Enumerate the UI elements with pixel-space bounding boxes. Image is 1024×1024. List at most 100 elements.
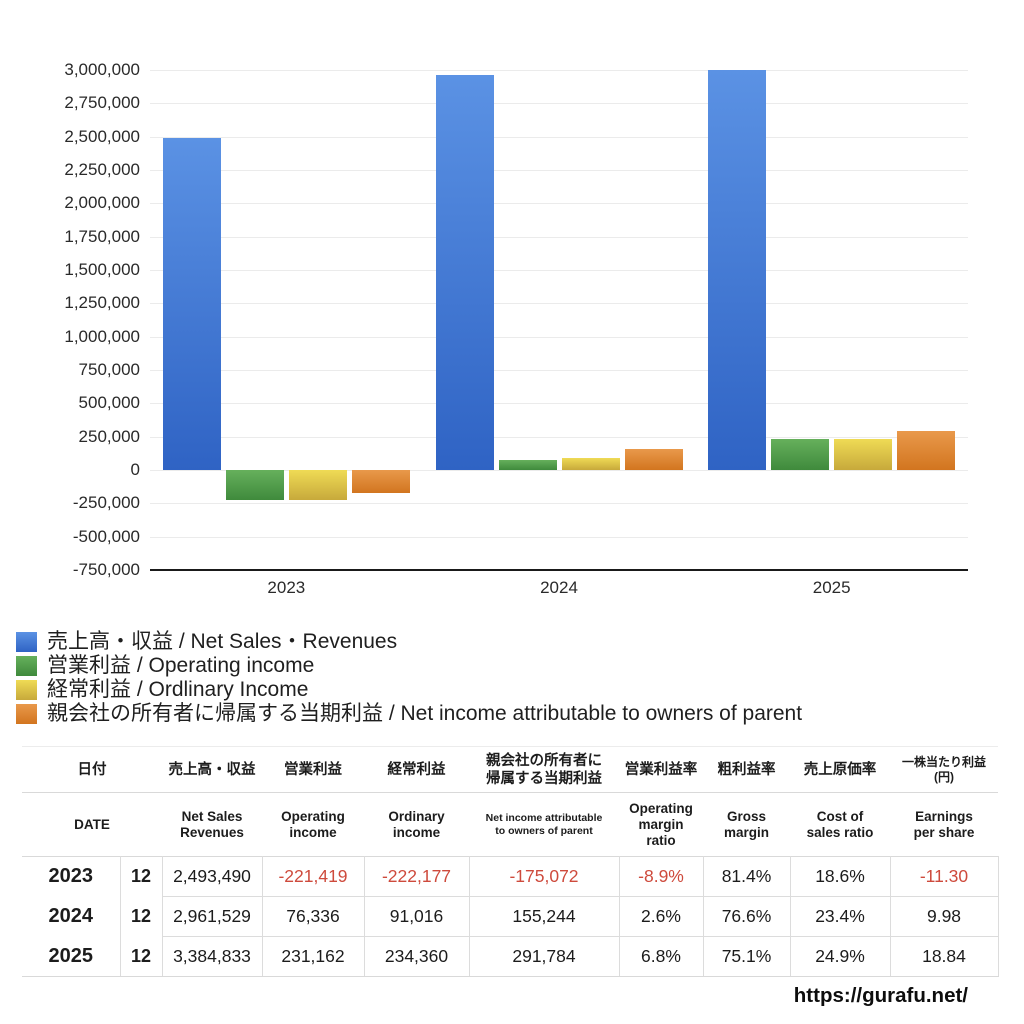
legend-item-ordinary-income: 経常利益 / Ordlinary Income bbox=[16, 678, 802, 702]
y-tick-label: 1,000,000 bbox=[64, 326, 140, 346]
y-tick-label: 2,250,000 bbox=[64, 160, 140, 179]
value-cell-0: 2,493,490 bbox=[161, 856, 262, 897]
table-header-row-en: DATE Net Sales Revenues Operating income Or… bbox=[22, 793, 998, 857]
y-tick-label: -250,000 bbox=[72, 493, 140, 513]
value-cell-3: -175,072 bbox=[468, 856, 619, 897]
value-cell-5: 76.6% bbox=[702, 896, 790, 937]
gridline bbox=[150, 103, 968, 105]
gridline bbox=[150, 370, 968, 371]
y-tick-label: 1,250,000 bbox=[64, 293, 140, 313]
y-tick-label: 750,000 bbox=[78, 360, 140, 379]
table-row-2025: 2025 12 3,384,833 231,162 234,360 291,784 6.8%… bbox=[22, 936, 999, 977]
month-cell: 12 bbox=[119, 896, 162, 937]
value-cell-6: 18.6% bbox=[789, 856, 890, 897]
value-cell-5: 81.4% bbox=[702, 856, 790, 897]
table-header-jp-7: 売上原価率 bbox=[803, 761, 877, 778]
value-cell-1: -221,419 bbox=[261, 856, 364, 897]
y-tick-label: -750,000 bbox=[72, 560, 140, 579]
site-url: https://gurafu.net/ bbox=[793, 984, 968, 1007]
bar-chart: 3,000,000 2,750,000 2,500,000 2,250,000 2,00… bbox=[64, 60, 968, 597]
legend-item-operating-income: 営業利益 / Operating income bbox=[16, 654, 802, 678]
bar-ordinary-income-2023 bbox=[288, 470, 347, 500]
legend-swatch-net-sales-revenues bbox=[16, 632, 37, 652]
value-cell-0: 2,961,529 bbox=[161, 896, 262, 937]
bar-ordinary-income-2024 bbox=[561, 457, 620, 470]
table-header-jp-3: 経常利益 bbox=[387, 761, 446, 778]
legend-label: 売上高・収益 / Net Sales・Revenues bbox=[47, 630, 398, 653]
y-tick-label: 250,000 bbox=[78, 426, 140, 446]
value-cell-1: 231,162 bbox=[261, 936, 364, 977]
y-tick-label: -500,000 bbox=[72, 526, 140, 546]
table-header-en-3: Ordinary income bbox=[388, 808, 445, 840]
table-header-jp-5: 営業利益率 bbox=[624, 761, 698, 778]
legend-label: 営業利益 / Operating income bbox=[47, 654, 315, 677]
value-cell-2: 234,360 bbox=[363, 936, 469, 977]
gridline bbox=[150, 403, 968, 405]
table-header-jp-4: 親会社の所有者に 帰属する当期利益 bbox=[486, 752, 602, 787]
y-tick-label: 0 bbox=[130, 460, 140, 479]
bar-net-income-parent-2023 bbox=[351, 470, 410, 494]
table-header-en-6: Gross margin bbox=[723, 808, 769, 840]
table-header-jp-8: 一株当たり利益 (円) bbox=[901, 754, 986, 784]
gridline bbox=[150, 170, 968, 171]
bar-operating-income-2023 bbox=[225, 470, 284, 500]
year-cell: 2025 bbox=[22, 936, 120, 977]
value-cell-4: 2.6% bbox=[618, 896, 703, 937]
value-cell-1: 76,336 bbox=[261, 896, 364, 937]
month-cell: 12 bbox=[119, 856, 162, 897]
bar-net-income-parent-2025 bbox=[897, 431, 956, 470]
gridline bbox=[150, 70, 968, 71]
x-tick-label-2025: 2025 bbox=[812, 578, 851, 597]
value-cell-5: 75.1% bbox=[702, 936, 790, 977]
value-cell-6: 23.4% bbox=[789, 896, 890, 937]
table-header-jp-6: 粗利益率 bbox=[717, 761, 776, 778]
value-cell-4: 6.8% bbox=[618, 936, 703, 977]
table-row-2023: 2023 12 2,493,490 -221,419 -222,177 -175,072-… bbox=[22, 856, 999, 897]
value-cell-6: 24.9% bbox=[789, 936, 890, 977]
table-header-en-8: Earnings per share bbox=[913, 808, 975, 840]
legend-item-net-sales-revenues: 売上高・収益 / Net Sales・Revenues bbox=[16, 630, 802, 654]
y-tick-label: 500,000 bbox=[78, 393, 140, 413]
value-cell-0: 3,384,833 bbox=[161, 936, 262, 977]
x-tick-label-2023: 2023 bbox=[267, 578, 306, 597]
y-tick-label: 2,000,000 bbox=[64, 193, 140, 213]
bar-net-sales-revenues-2023 bbox=[162, 137, 221, 470]
legend-swatch-net-income-parent bbox=[16, 704, 37, 724]
gridline bbox=[150, 270, 968, 271]
legend-swatch-ordinary-income bbox=[16, 680, 37, 700]
table-header-en-2: Operating income bbox=[281, 808, 345, 840]
gridline bbox=[150, 203, 968, 205]
legend-item-net-income-parent: 親会社の所有者に帰属する当期利益 / Net income attributab… bbox=[16, 702, 802, 726]
table-header-en-5: Operating margin ratio bbox=[629, 800, 693, 848]
gridline bbox=[150, 536, 968, 538]
gridline bbox=[150, 436, 968, 438]
x-axis-line bbox=[150, 569, 968, 571]
gridline bbox=[150, 303, 968, 305]
month-cell: 12 bbox=[119, 936, 162, 977]
gridline bbox=[150, 470, 968, 471]
gridline bbox=[150, 503, 968, 505]
legend-label: 経常利益 / Ordlinary Income bbox=[47, 678, 309, 701]
bar-operating-income-2024 bbox=[498, 459, 557, 470]
bar-net-sales-revenues-2024 bbox=[435, 75, 494, 470]
value-cell-7: 9.98 bbox=[889, 896, 999, 937]
year-cell: 2024 bbox=[48, 905, 94, 927]
year-cell: 2023 bbox=[48, 865, 94, 888]
table-header-en-1: Net Sales Revenues bbox=[180, 808, 244, 840]
value-cell-2: 91,016 bbox=[363, 896, 469, 937]
table-header-jp-2: 営業利益 bbox=[284, 761, 342, 778]
bar-net-income-parent-2024 bbox=[624, 449, 683, 470]
table-header-en-7: Cost of sales ratio bbox=[806, 808, 874, 840]
table-header-en-0: DATE bbox=[74, 816, 110, 832]
y-tick-label: 1,500,000 bbox=[64, 260, 140, 279]
table-header-en-4: Net income attributable to owners of par… bbox=[485, 811, 603, 837]
gridline bbox=[150, 336, 968, 338]
y-tick-label: 2,750,000 bbox=[64, 93, 140, 113]
legend-label: 親会社の所有者に帰属する当期利益 / Net income attributab… bbox=[47, 702, 803, 725]
bar-operating-income-2025 bbox=[771, 439, 830, 470]
x-tick-label-2024: 2024 bbox=[540, 578, 578, 597]
bar-ordinary-income-2025 bbox=[834, 438, 893, 470]
y-tick-label: 3,000,000 bbox=[64, 60, 140, 79]
financial-table: 日付 売上高・収益 営業利益 経常利益 親会社の所有者に 帰属する当期利益 営業利益率 粗利… bbox=[22, 746, 999, 977]
